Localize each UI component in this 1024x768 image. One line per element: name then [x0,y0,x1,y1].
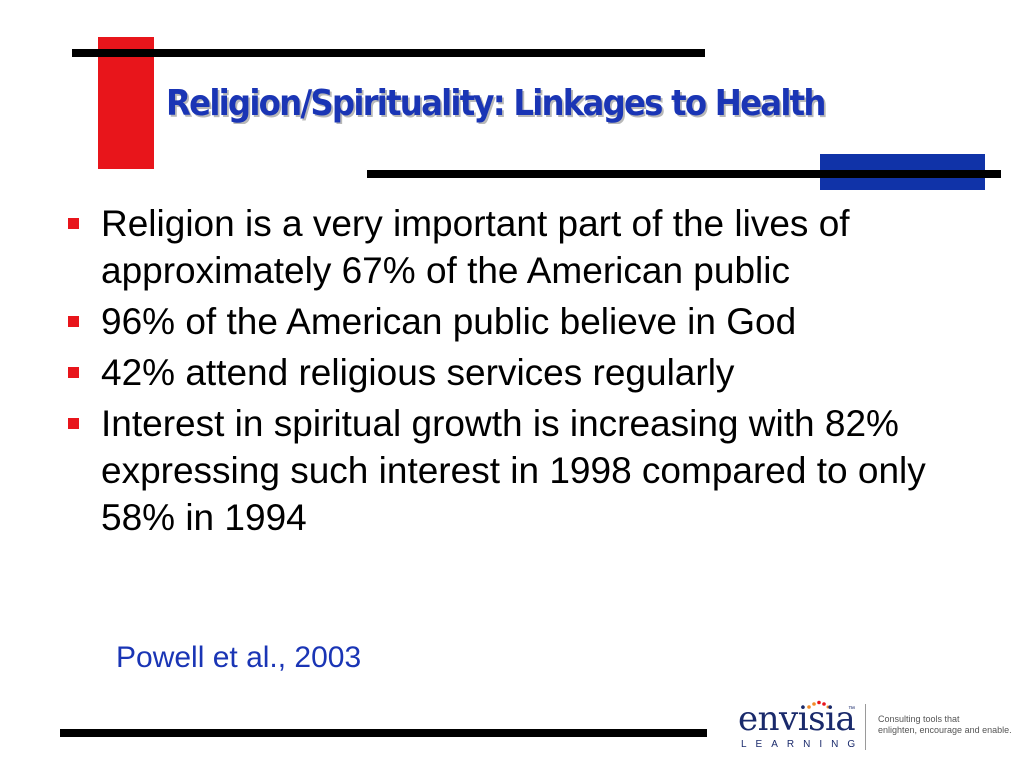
logo-dots-icon [807,700,830,709]
bullet-text: 42% attend religious services regularly [101,352,735,393]
square-bullet-icon [68,418,79,429]
bullet-text: Religion is a very important part of the… [101,203,850,291]
square-bullet-icon [68,316,79,327]
red-accent-block [98,37,154,169]
bullet-item: Interest in spiritual growth is increasi… [60,400,990,541]
slide-title: Religion/Spirituality: Linkages to Healt… [166,83,826,124]
citation: Powell et al., 2003 [116,641,362,674]
logo-tagline-line: Consulting tools that [878,714,960,724]
logo-wordmark: envisia [738,699,856,739]
envisia-logo: envisia ™ LEARNING Consulting tools that… [738,700,1013,756]
bullet-item: 42% attend religious services regularly [60,349,990,396]
logo-tagline: Consulting tools that enlighten, encoura… [878,714,1013,736]
logo-tagline-line: enlighten, encourage and enable. [878,725,1012,735]
middle-rule [367,170,1001,178]
bullet-item: 96% of the American public believe in Go… [60,298,990,345]
bullet-item: Religion is a very important part of the… [60,200,990,294]
top-rule [72,49,705,57]
bullet-list: Religion is a very important part of the… [60,200,990,545]
logo-trademark: ™ [848,706,855,713]
bullet-text: Interest in spiritual growth is increasi… [101,403,926,538]
square-bullet-icon [68,367,79,378]
square-bullet-icon [68,218,79,229]
bottom-rule [60,729,707,737]
bullet-text: 96% of the American public believe in Go… [101,301,797,342]
logo-subtitle: LEARNING [741,739,865,750]
logo-divider [865,704,866,750]
